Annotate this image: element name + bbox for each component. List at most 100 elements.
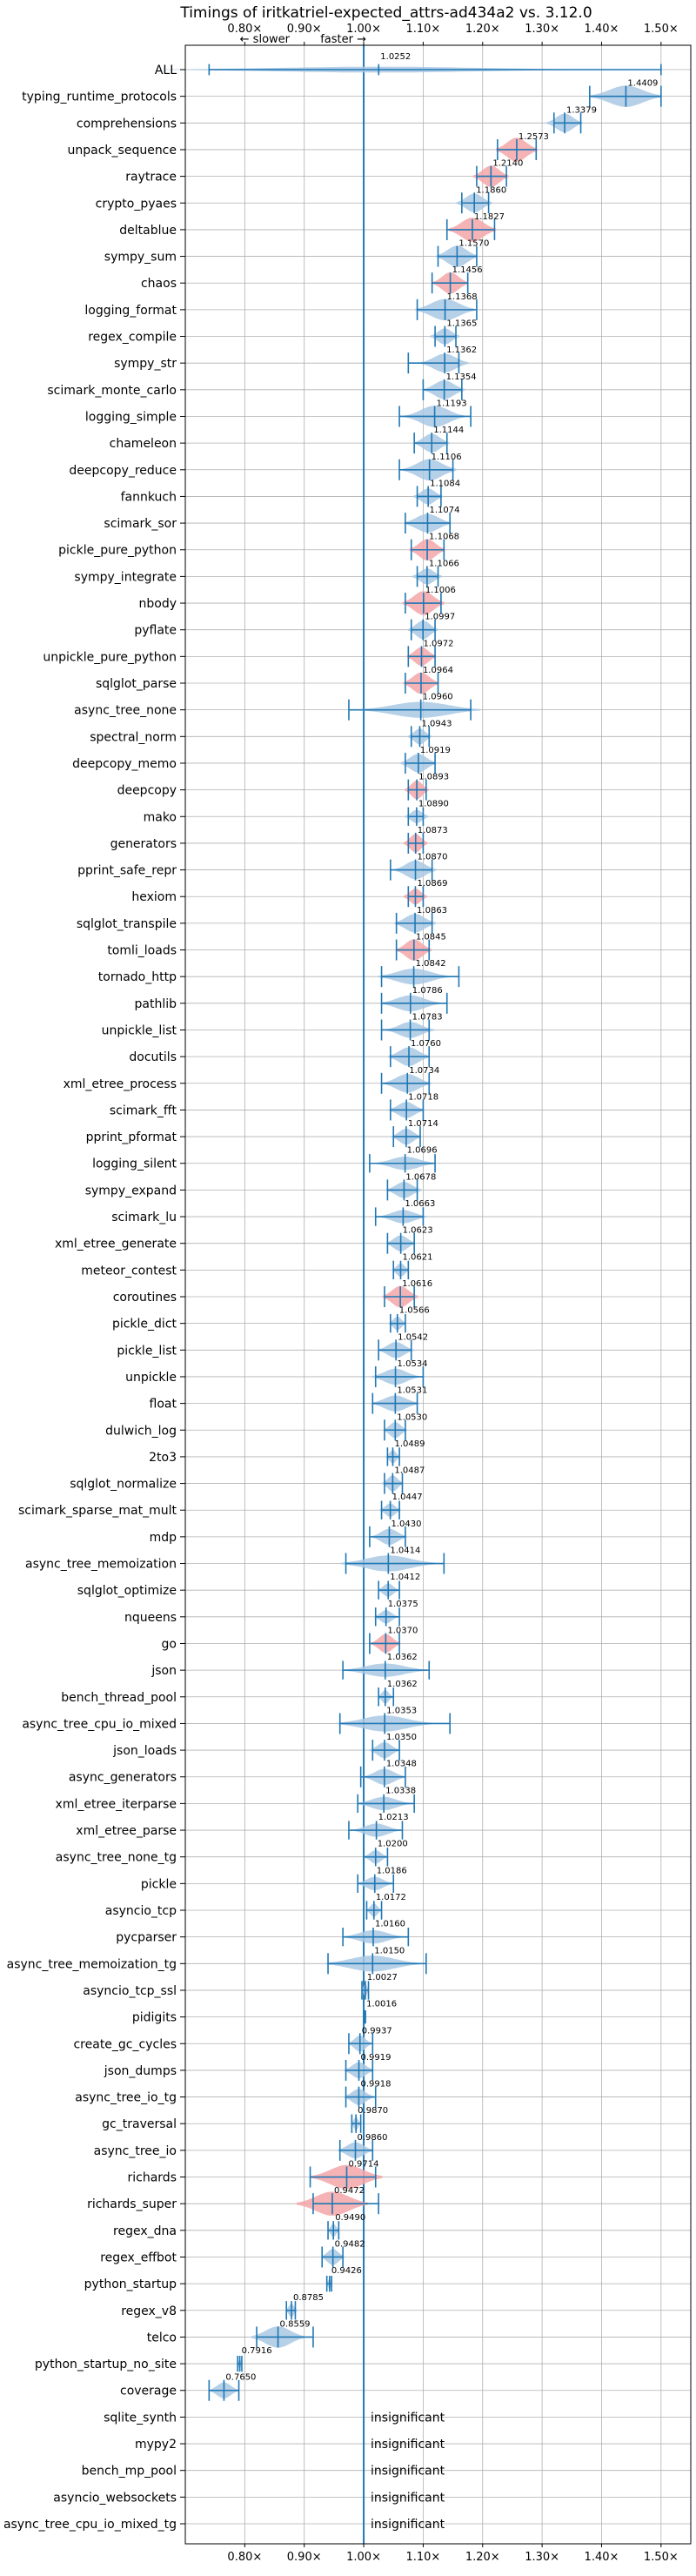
category-label: pprint_safe_repr bbox=[77, 864, 177, 878]
axis-ticks: 0.80× 0.80× 0.90× 0.90× 1.00× 1.00× 1.10× 1.10×… bbox=[180, 23, 679, 2564]
value-label: 1.0919 bbox=[420, 746, 451, 755]
category-label: regex_v8 bbox=[121, 2304, 177, 2318]
category-label: mdp bbox=[150, 1531, 177, 1545]
x-tick-label-top: 1.00× bbox=[346, 23, 381, 36]
category-label: go bbox=[162, 1637, 177, 1651]
value-label: 0.9918 bbox=[360, 2080, 391, 2090]
category-label: chaos bbox=[141, 277, 177, 291]
value-label: 0.8785 bbox=[293, 2293, 324, 2303]
category-label: ALL bbox=[155, 64, 177, 77]
category-label: unpickle bbox=[125, 1371, 177, 1385]
category-label: sqlite_synth bbox=[104, 2411, 177, 2425]
value-label: 1.4409 bbox=[627, 79, 658, 89]
value-label: 1.0186 bbox=[377, 1866, 407, 1875]
value-label: 0.9919 bbox=[361, 2053, 392, 2063]
value-label: 1.1570 bbox=[458, 239, 489, 249]
value-label: 1.0213 bbox=[378, 1813, 409, 1822]
value-label: 1.0997 bbox=[425, 613, 455, 622]
value-label: 1.1144 bbox=[433, 426, 464, 435]
insignificant-label: insignificant bbox=[371, 2518, 445, 2532]
category-label: sympy_str bbox=[114, 357, 177, 371]
x-tick-label-top: 1.20× bbox=[465, 23, 500, 36]
value-label: 1.0027 bbox=[367, 1973, 398, 1982]
value-label: 1.1006 bbox=[425, 586, 456, 595]
category-label: deepcopy_memo bbox=[72, 757, 177, 771]
category-label: gc_traversal bbox=[102, 2117, 177, 2131]
value-label: 1.0489 bbox=[394, 1439, 425, 1449]
category-label: scimark_monte_carlo bbox=[47, 384, 177, 398]
value-label: 1.2140 bbox=[492, 159, 523, 169]
value-label: 0.9482 bbox=[335, 2239, 365, 2249]
insignificant-label: insignificant bbox=[371, 2491, 445, 2505]
category-label: unpickle_list bbox=[102, 1023, 177, 1037]
value-label: 1.0616 bbox=[402, 1279, 432, 1289]
faster-label: faster → bbox=[320, 33, 366, 46]
category-label: pprint_pformat bbox=[86, 1130, 177, 1144]
x-tick-label-bottom: 0.80× bbox=[227, 2551, 262, 2564]
value-label: 1.1354 bbox=[446, 372, 477, 382]
category-label: pidigits bbox=[132, 2011, 177, 2025]
category-label: unpack_sequence bbox=[68, 144, 177, 158]
x-tick-label-top: 1.30× bbox=[525, 23, 559, 36]
category-label: xml_etree_process bbox=[64, 1077, 177, 1091]
category-label: spectral_norm bbox=[90, 730, 177, 744]
insignificant-label: insignificant bbox=[371, 2438, 445, 2452]
category-label: typing_runtime_protocols bbox=[22, 91, 177, 104]
value-label: 1.0943 bbox=[422, 719, 452, 728]
value-label: 1.0890 bbox=[418, 799, 449, 808]
value-label: 1.0863 bbox=[417, 906, 447, 916]
category-label: dulwich_log bbox=[105, 1424, 177, 1438]
value-label: 1.0531 bbox=[397, 1386, 427, 1396]
category-label: pathlib bbox=[135, 997, 177, 1011]
value-label: 1.0842 bbox=[416, 959, 446, 969]
category-label: bench_mp_pool bbox=[82, 2465, 177, 2479]
category-label: regex_effbot bbox=[100, 2251, 177, 2264]
value-label: 0.7650 bbox=[225, 2373, 256, 2383]
value-label: 1.0678 bbox=[405, 1172, 436, 1182]
value-label: 1.1827 bbox=[474, 212, 505, 222]
category-label: docutils bbox=[129, 1050, 177, 1064]
value-label: 1.0964 bbox=[423, 666, 453, 675]
value-label: 0.7916 bbox=[242, 2346, 272, 2356]
category-label: async_tree_none_tg bbox=[56, 1851, 177, 1865]
chart-title: Timings of iritkatriel-expected_attrs-ad… bbox=[179, 4, 592, 22]
category-label: logging_simple bbox=[85, 410, 177, 424]
category-label: chameleon bbox=[110, 437, 177, 451]
x-tick-label-top: 1.10× bbox=[405, 23, 440, 36]
category-label: logging_format bbox=[84, 304, 177, 318]
value-label: 1.0534 bbox=[398, 1359, 428, 1369]
category-label: telco bbox=[147, 2331, 177, 2345]
value-label: 1.0412 bbox=[390, 1573, 420, 1582]
category-label: python_startup_no_site bbox=[35, 2358, 177, 2371]
value-label: 1.0783 bbox=[412, 1012, 443, 1022]
value-label: 1.0621 bbox=[403, 1252, 433, 1262]
category-label: json_dumps bbox=[104, 2064, 177, 2078]
x-tick-label-bottom: 0.90× bbox=[287, 2551, 322, 2564]
x-tick-label-top: 1.40× bbox=[585, 23, 619, 36]
category-label: async_tree_io bbox=[94, 2144, 177, 2158]
value-label: 1.0362 bbox=[387, 1680, 418, 1689]
value-label: 1.0150 bbox=[374, 1946, 405, 1955]
category-label: nqueens bbox=[124, 1611, 177, 1625]
category-label: sympy_sum bbox=[104, 251, 177, 265]
category-label: json bbox=[151, 1664, 177, 1678]
value-label: 0.9472 bbox=[334, 2186, 365, 2196]
category-label: xml_etree_generate bbox=[55, 1238, 177, 1251]
plot-frame bbox=[184, 44, 692, 2545]
category-label: xml_etree_parse bbox=[76, 1824, 177, 1838]
value-label: 1.0430 bbox=[391, 1519, 421, 1529]
value-label: 1.0172 bbox=[376, 1893, 406, 1902]
category-label: asyncio_tcp_ssl bbox=[83, 1984, 177, 1998]
value-label: 0.9714 bbox=[349, 2160, 379, 2170]
value-label: 1.0873 bbox=[418, 826, 448, 835]
category-label: async_tree_memoization bbox=[25, 1558, 177, 1572]
category-label: deepcopy_reduce bbox=[69, 464, 177, 478]
x-tick-label-bottom: 1.30× bbox=[525, 2551, 559, 2564]
category-label: bench_thread_pool bbox=[61, 1691, 177, 1705]
x-tick-label-bottom: 1.00× bbox=[346, 2551, 381, 2564]
value-label: 1.0252 bbox=[380, 52, 411, 62]
category-label: scimark_fft bbox=[110, 1104, 177, 1117]
category-label: crypto_pyaes bbox=[96, 197, 177, 211]
category-labels: ALL typing_runtime_protocols comprehension… bbox=[3, 64, 177, 2532]
